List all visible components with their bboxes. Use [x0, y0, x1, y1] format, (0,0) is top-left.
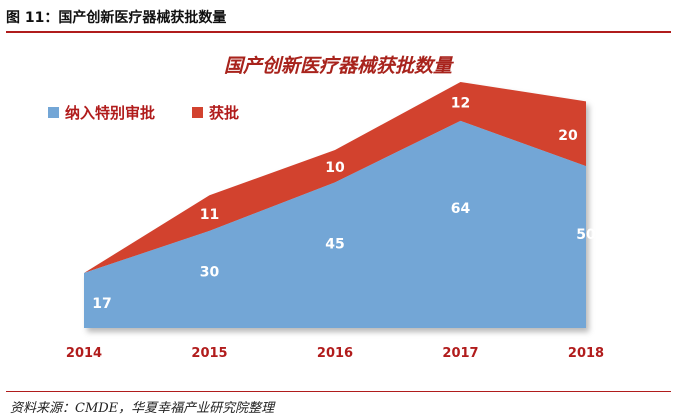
legend-swatch-special-review: [48, 107, 59, 118]
x-tick-label-2017: 2017: [442, 346, 478, 361]
data-label-special-review-2018: 50: [576, 227, 596, 243]
data-label-special-review-2015: 30: [200, 265, 220, 281]
series-area-approved: [84, 82, 586, 273]
legend-label-approved: 获批: [209, 104, 239, 122]
legend-swatch-approved: [192, 107, 203, 118]
chart-area: 国产创新医疗器械获批数量 纳入特别审批 获批 17 30 11 45 10 64 12 50 2…: [6, 38, 671, 388]
area-chart: 国产创新医疗器械获批数量 纳入特别审批 获批 17 30 11 45 10 64 12 50 2…: [48, 55, 604, 361]
data-label-approved-2016: 10: [325, 160, 345, 176]
chart-title: 国产创新医疗器械获批数量: [224, 55, 454, 77]
legend-item-special-review: 纳入特别审批: [48, 104, 155, 122]
data-label-approved-2018: 20: [558, 128, 578, 144]
x-tick-label-2015: 2015: [191, 346, 227, 361]
legend-label-special-review: 纳入特别审批: [65, 104, 155, 122]
x-axis: 2014 2015 2016 2017 2018: [66, 346, 604, 361]
source-note: 资料来源：CMDE，华夏幸福产业研究院整理: [10, 401, 275, 416]
data-label-approved-2015: 11: [200, 207, 219, 223]
data-label-approved-2017: 12: [451, 95, 470, 111]
footer-divider: [6, 391, 671, 392]
figure-title: 图 11：国产创新医疗器械获批数量: [6, 10, 227, 26]
data-labels: 17 30 11 45 10 64 12 50 20: [92, 95, 596, 312]
legend-item-approved: 获批: [192, 104, 239, 122]
data-label-special-review-2017: 64: [451, 201, 471, 217]
x-tick-label-2016: 2016: [317, 346, 353, 361]
data-label-special-review-2016: 45: [325, 237, 344, 253]
header-divider: [6, 31, 671, 33]
data-label-special-review-2014: 17: [92, 296, 111, 312]
legend: 纳入特别审批 获批: [48, 104, 239, 122]
x-tick-label-2018: 2018: [568, 346, 604, 361]
plot-area: [84, 82, 586, 328]
x-tick-label-2014: 2014: [66, 346, 102, 361]
series-area-special-review: [84, 120, 586, 328]
figure-header: 图 11：国产创新医疗器械获批数量: [6, 4, 671, 30]
